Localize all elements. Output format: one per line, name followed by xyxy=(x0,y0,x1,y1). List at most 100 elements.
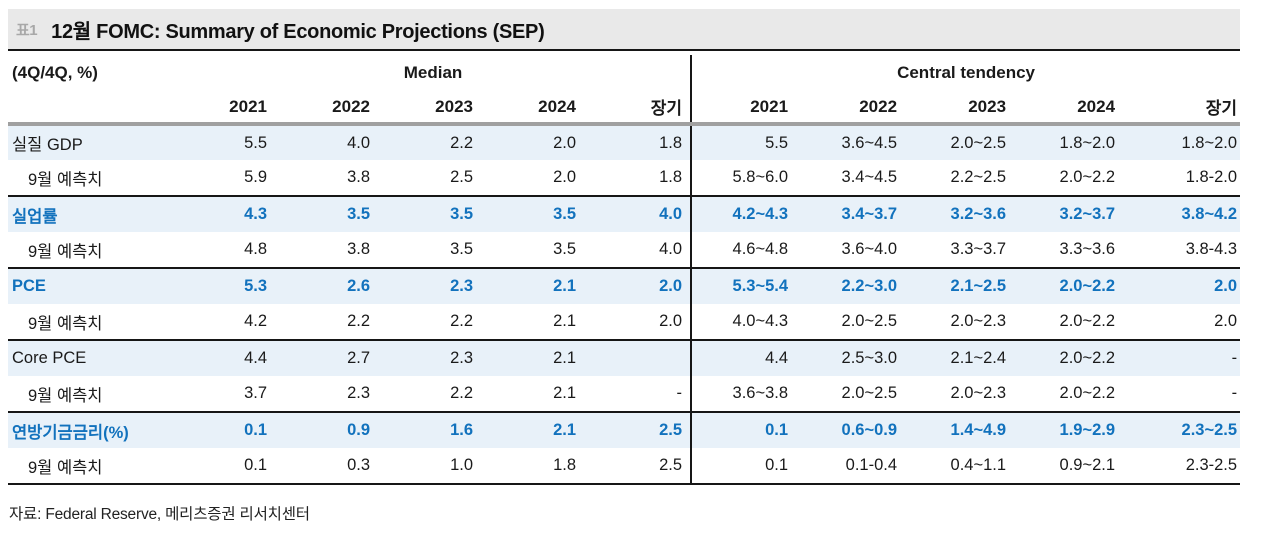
cell: 2.0 xyxy=(485,160,588,197)
cell: 1.9~2.9 xyxy=(1018,412,1128,448)
cell: 3.5 xyxy=(382,196,485,232)
cell: 0.1 xyxy=(690,448,801,485)
cell: 0.9~2.1 xyxy=(1018,448,1128,485)
cell: 0.9 xyxy=(279,412,382,448)
cell: 2.3 xyxy=(382,340,485,376)
table-row-real-gdp: 실질 GDP 5.5 4.0 2.2 2.0 1.8 5.5 3.6~4.5 2… xyxy=(8,124,1241,160)
cell: 2.0~2.5 xyxy=(909,124,1019,160)
median-year-2023: 2023 xyxy=(382,91,485,126)
cell: 4.3 xyxy=(176,196,279,232)
cell: 3.8 xyxy=(279,232,382,269)
cell: 2.0~2.5 xyxy=(800,376,910,413)
median-year-longrun: 장기 xyxy=(588,91,692,126)
cell: 2.0 xyxy=(588,268,692,304)
table-number-tag: 표1 xyxy=(16,21,38,39)
cell: 1.8 xyxy=(588,124,692,160)
cell: 2.2 xyxy=(279,304,382,341)
cell: 2.6 xyxy=(279,268,382,304)
cell: 1.8~2.0 xyxy=(1018,124,1128,160)
cell: 3.7 xyxy=(176,376,279,413)
table-row-unemployment: 실업률 4.3 3.5 3.5 3.5 4.0 4.2~4.3 3.4~3.7 … xyxy=(8,196,1241,232)
cell: 2.1 xyxy=(485,304,588,341)
cell: 2.0~2.3 xyxy=(909,376,1019,413)
cell: 4.6~4.8 xyxy=(690,232,801,269)
cell: 3.8~4.2 xyxy=(1127,196,1241,232)
cell: 5.3 xyxy=(176,268,279,304)
median-year-2021: 2021 xyxy=(176,91,279,126)
cell: 2.7 xyxy=(279,340,382,376)
cell: 1.8-2.0 xyxy=(1127,160,1241,197)
cell: 5.5 xyxy=(176,124,279,160)
cell: 2.3~2.5 xyxy=(1127,412,1241,448)
cell: 4.0 xyxy=(588,232,692,269)
table-row-sept-forecast: 9월 예측치 3.7 2.3 2.2 2.1 - 3.6~3.8 2.0~2.5… xyxy=(8,376,1241,413)
row-label: 9월 예측치 xyxy=(8,160,176,197)
cell: 2.0~2.5 xyxy=(800,304,910,341)
row-label: Core PCE xyxy=(8,340,176,376)
cell: 2.1 xyxy=(485,268,588,304)
table-title-bar: 표1 12월 FOMC: Summary of Economic Project… xyxy=(8,9,1240,51)
cell: 5.8~6.0 xyxy=(690,160,801,197)
table-row-sept-forecast: 9월 예측치 5.9 3.8 2.5 2.0 1.8 5.8~6.0 3.4~4… xyxy=(8,160,1241,197)
cell: 0.1 xyxy=(176,412,279,448)
cell: 2.2 xyxy=(382,304,485,341)
cell: 2.1 xyxy=(485,340,588,376)
row-label: 실질 GDP xyxy=(8,124,176,160)
cell: 2.0~2.2 xyxy=(1018,268,1128,304)
cell: 2.0 xyxy=(485,124,588,160)
cell: 0.1-0.4 xyxy=(800,448,910,485)
cell: 3.5 xyxy=(485,196,588,232)
cell: 1.6 xyxy=(382,412,485,448)
row-label: 9월 예측치 xyxy=(8,376,176,413)
row-label: 9월 예측치 xyxy=(8,304,176,341)
cell: 4.0~4.3 xyxy=(690,304,801,341)
cell: 2.2 xyxy=(382,376,485,413)
cell: - xyxy=(588,376,692,413)
cell: 2.5 xyxy=(382,160,485,197)
cell: 0.1 xyxy=(690,412,801,448)
row-label: PCE xyxy=(8,268,176,304)
cell: 0.6~0.9 xyxy=(800,412,910,448)
cell: 2.2 xyxy=(382,124,485,160)
page-title: 12월 FOMC: Summary of Economic Projection… xyxy=(51,20,545,43)
cell: 2.5 xyxy=(588,448,692,485)
cell: 4.4 xyxy=(176,340,279,376)
cell: 3.2~3.6 xyxy=(909,196,1019,232)
cell: 2.0 xyxy=(1127,304,1241,341)
group-header-row: (4Q/4Q, %) Median Central tendency xyxy=(8,55,1241,91)
cell: 3.2~3.7 xyxy=(1018,196,1128,232)
cell: 1.8~2.0 xyxy=(1127,124,1241,160)
unit-label: (4Q/4Q, %) xyxy=(12,63,98,82)
cell: 2.2~2.5 xyxy=(909,160,1019,197)
cell: 1.0 xyxy=(382,448,485,485)
cell: 2.0~2.2 xyxy=(1018,340,1128,376)
median-year-2022: 2022 xyxy=(279,91,382,126)
cell: 3.3~3.6 xyxy=(1018,232,1128,269)
cell: 2.0~2.2 xyxy=(1018,304,1128,341)
central-year-2023: 2023 xyxy=(909,91,1019,126)
table-row-sept-forecast: 9월 예측치 4.8 3.8 3.5 3.5 4.0 4.6~4.8 3.6~4… xyxy=(8,232,1241,269)
cell: 2.1 xyxy=(485,412,588,448)
cell: 3.5 xyxy=(485,232,588,269)
cell: 2.3 xyxy=(279,376,382,413)
cell: 3.5 xyxy=(382,232,485,269)
cell: 3.6~3.8 xyxy=(690,376,801,413)
table-row-sept-forecast: 9월 예측치 4.2 2.2 2.2 2.1 2.0 4.0~4.3 2.0~2… xyxy=(8,304,1241,341)
cell: 1.8 xyxy=(588,160,692,197)
cell: 5.9 xyxy=(176,160,279,197)
cell: 0.1 xyxy=(176,448,279,485)
cell: 3.4~4.5 xyxy=(800,160,910,197)
row-label: 9월 예측치 xyxy=(8,448,176,485)
central-year-2021: 2021 xyxy=(690,91,801,126)
table-row-pce: PCE 5.3 2.6 2.3 2.1 2.0 5.3~5.4 2.2~3.0 … xyxy=(8,268,1241,304)
central-tendency-group-header: Central tendency xyxy=(690,55,1241,91)
cell: 2.5 xyxy=(588,412,692,448)
median-year-2024: 2024 xyxy=(485,91,588,126)
cell xyxy=(588,340,692,376)
cell: 3.4~3.7 xyxy=(800,196,910,232)
cell: 2.0 xyxy=(1127,268,1241,304)
cell: 3.5 xyxy=(279,196,382,232)
row-label: 실업률 xyxy=(8,196,176,232)
table-row-fed-funds-rate: 연방기금금리(%) 0.1 0.9 1.6 2.1 2.5 0.1 0.6~0.… xyxy=(8,412,1241,448)
